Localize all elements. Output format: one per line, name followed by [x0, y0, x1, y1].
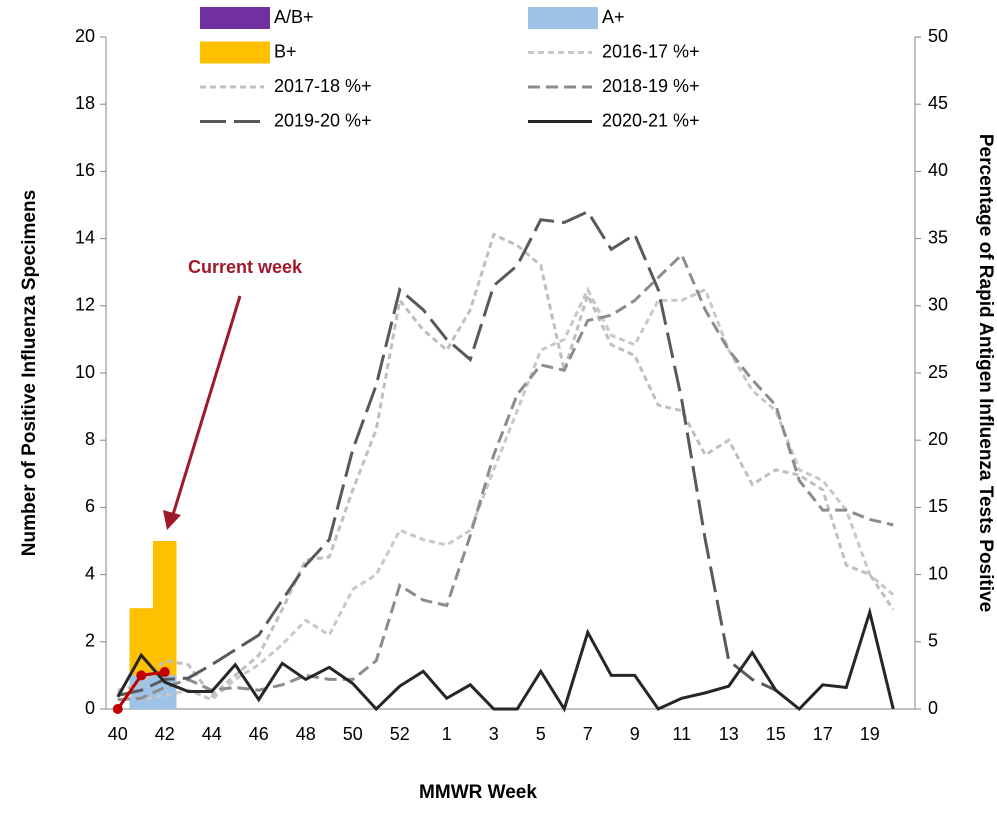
legend-label: A/B+: [274, 7, 314, 27]
x-tick-label: 50: [343, 724, 363, 744]
line-series: [117, 286, 895, 702]
legend-swatch: [200, 41, 270, 64]
y2-tick-label: 35: [928, 227, 948, 247]
y-tick-label: 6: [85, 496, 95, 516]
y2-tick-label: 45: [928, 93, 948, 113]
y-tick-label: 16: [75, 160, 95, 180]
legend-swatch: [528, 7, 598, 29]
y2-tick-label: 50: [928, 26, 948, 46]
legend-item: 2020-21 %+: [528, 110, 700, 130]
x-tick-label: 19: [860, 724, 880, 744]
x-tick-label: 11: [672, 724, 691, 744]
legend-item: 2017-18 %+: [200, 76, 372, 96]
y2-tick-label: 5: [928, 631, 938, 651]
x-tick-label: 46: [249, 724, 269, 744]
legend-label: 2020-21 %+: [602, 110, 700, 130]
y-axis-title: Number of Positive Influenza Specimens: [19, 190, 40, 556]
y-tick-label: 2: [85, 631, 95, 651]
legend-item: A/B+: [200, 7, 314, 29]
legend-label: A+: [602, 7, 625, 27]
x-tick-label: 13: [719, 724, 739, 744]
line-marker: [136, 670, 147, 681]
legend-item: A+: [528, 7, 625, 29]
x-tick-label: 1: [442, 724, 452, 744]
y-tick-label: 4: [85, 563, 95, 583]
line-marker: [159, 667, 170, 678]
line-marker: [112, 704, 123, 714]
legend-item: 2018-19 %+: [528, 76, 700, 96]
bar: [153, 541, 177, 676]
y-tick-label: 18: [75, 93, 95, 113]
y2-tick-label: 40: [928, 160, 948, 180]
annotation: Current week: [188, 257, 303, 277]
x-tick-label: 5: [536, 724, 546, 744]
line-series: [117, 209, 777, 698]
legend-item: 2016-17 %+: [528, 41, 700, 61]
y2-axis-title: Percentage of Rapid Antigen Influenza Te…: [975, 134, 996, 612]
x-tick-label: 3: [489, 724, 499, 744]
y2-tick-label: 30: [928, 295, 948, 315]
legend-item: 2019-20 %+: [200, 110, 372, 130]
arrow-shaft: [170, 295, 242, 519]
x-tick-label: 7: [583, 724, 593, 744]
line-series: [117, 252, 894, 702]
x-tick-label: 9: [630, 724, 640, 744]
y2-tick-label: 20: [928, 429, 948, 449]
legend-label: 2017-18 %+: [274, 76, 372, 96]
x-tick-label: 44: [202, 724, 222, 744]
legend-swatch: [200, 7, 270, 29]
line-series: [116, 606, 895, 713]
y-tick-label: 0: [85, 698, 95, 718]
x-tick-label: 52: [390, 724, 410, 744]
y-tick-label: 20: [75, 26, 95, 46]
x-tick-label: 42: [155, 724, 175, 744]
legend-label: 2016-17 %+: [602, 41, 700, 61]
legend-item: B+: [200, 41, 297, 64]
x-tick-label: 17: [813, 724, 833, 744]
y-tick-label: 14: [75, 227, 95, 247]
y2-tick-label: 25: [928, 362, 948, 382]
y-tick-label: 12: [75, 295, 95, 315]
y-tick-label: 8: [85, 429, 95, 449]
y2-tick-label: 10: [928, 563, 948, 583]
line-series: [117, 232, 895, 698]
x-axis-title: MMWR Week: [419, 782, 537, 803]
arrow-head: [163, 510, 181, 530]
x-tick-label: 48: [296, 724, 316, 744]
annotation-arrow: [163, 295, 242, 530]
x-tick-label: 40: [108, 724, 128, 744]
y2-tick-label: 15: [928, 496, 948, 516]
legend-label: 2019-20 %+: [274, 110, 372, 130]
legend-label: B+: [274, 41, 297, 61]
y2-tick-label: 0: [928, 698, 938, 718]
x-tick-label: 15: [766, 724, 786, 744]
legend-label: 2018-19 %+: [602, 76, 700, 96]
y-tick-label: 10: [75, 362, 95, 382]
bar: [129, 608, 153, 676]
